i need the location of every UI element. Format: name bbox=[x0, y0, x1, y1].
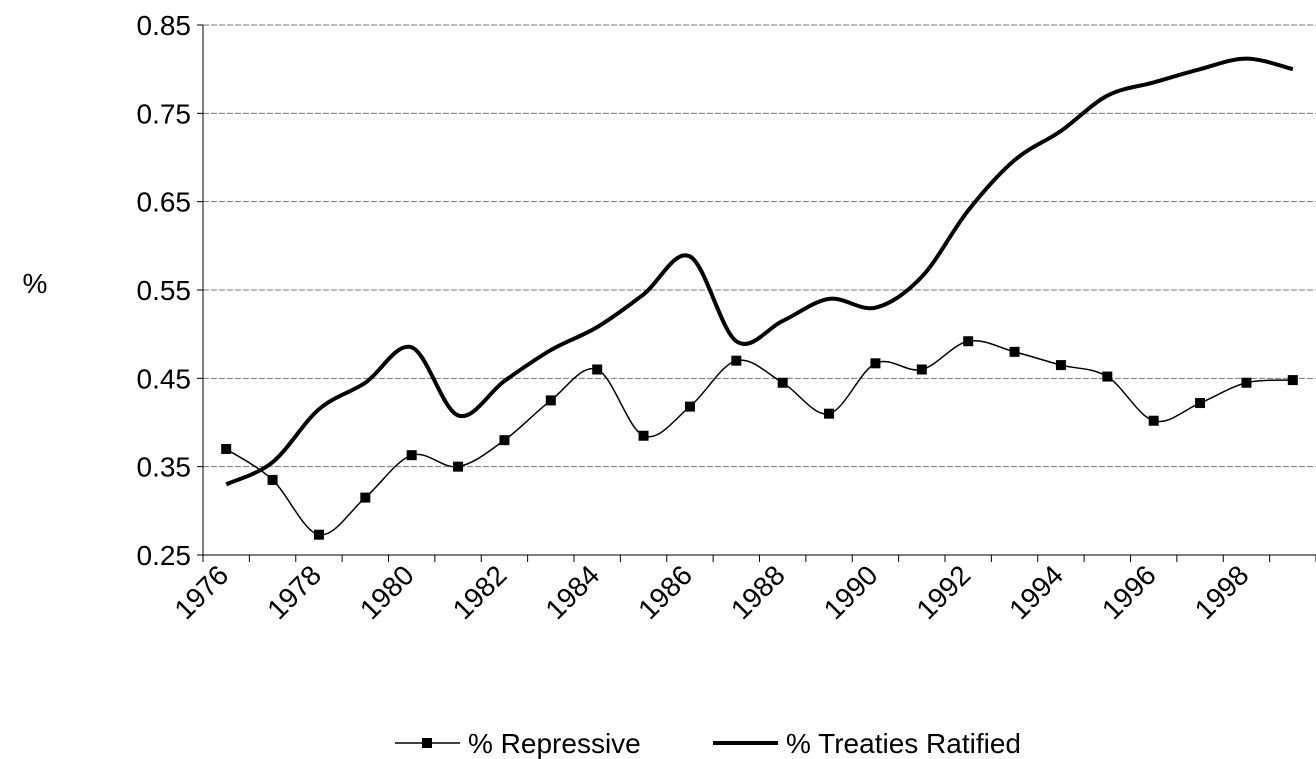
marker bbox=[592, 364, 603, 375]
marker bbox=[360, 492, 371, 503]
marker bbox=[684, 401, 695, 412]
marker bbox=[777, 377, 788, 388]
y-tick-label: 0.35 bbox=[137, 452, 192, 483]
y-axis-label: % bbox=[23, 268, 48, 299]
x-tick-label: 1978 bbox=[261, 559, 327, 625]
y-tick-label: 0.25 bbox=[137, 540, 192, 571]
y-tick-label: 0.85 bbox=[137, 10, 192, 41]
marker bbox=[963, 336, 974, 347]
x-tick-label: 1996 bbox=[1096, 559, 1162, 625]
series-line bbox=[225, 339, 1293, 536]
x-tick-label: 1984 bbox=[539, 559, 605, 625]
marker bbox=[1241, 377, 1252, 388]
x-tick-label: 1994 bbox=[1003, 559, 1069, 625]
x-tick-label: 1990 bbox=[818, 559, 884, 625]
marker bbox=[1148, 415, 1159, 426]
marker bbox=[1195, 398, 1206, 409]
marker bbox=[1055, 360, 1066, 371]
marker bbox=[870, 358, 881, 369]
marker bbox=[221, 444, 232, 454]
marker bbox=[824, 408, 835, 419]
x-tick-label: 1986 bbox=[632, 559, 698, 625]
x-tick-label: 1992 bbox=[910, 559, 976, 625]
marker bbox=[545, 395, 556, 406]
x-tick-label: 1982 bbox=[447, 559, 513, 625]
marker bbox=[1009, 346, 1020, 357]
y-tick-label: 0.75 bbox=[137, 98, 192, 129]
marker bbox=[267, 474, 278, 485]
marker bbox=[916, 364, 927, 375]
marker bbox=[731, 355, 742, 366]
legend-label: % Repressive bbox=[468, 728, 641, 759]
series-line bbox=[225, 56, 1294, 487]
x-tick-label: 1998 bbox=[1189, 559, 1255, 625]
marker bbox=[1287, 375, 1298, 386]
x-tick-label: 1988 bbox=[725, 559, 791, 625]
marker bbox=[453, 461, 464, 472]
legend-marker bbox=[422, 738, 432, 748]
y-tick-label: 0.55 bbox=[137, 275, 192, 306]
y-tick-label: 0.65 bbox=[137, 187, 192, 218]
x-tick-label: 1980 bbox=[354, 559, 420, 625]
marker bbox=[638, 430, 649, 441]
legend-label: % Treaties Ratified bbox=[786, 728, 1021, 759]
marker bbox=[406, 450, 417, 461]
marker bbox=[1102, 371, 1113, 382]
y-tick-label: 0.45 bbox=[137, 363, 192, 394]
marker bbox=[313, 529, 324, 540]
marker bbox=[499, 435, 510, 446]
